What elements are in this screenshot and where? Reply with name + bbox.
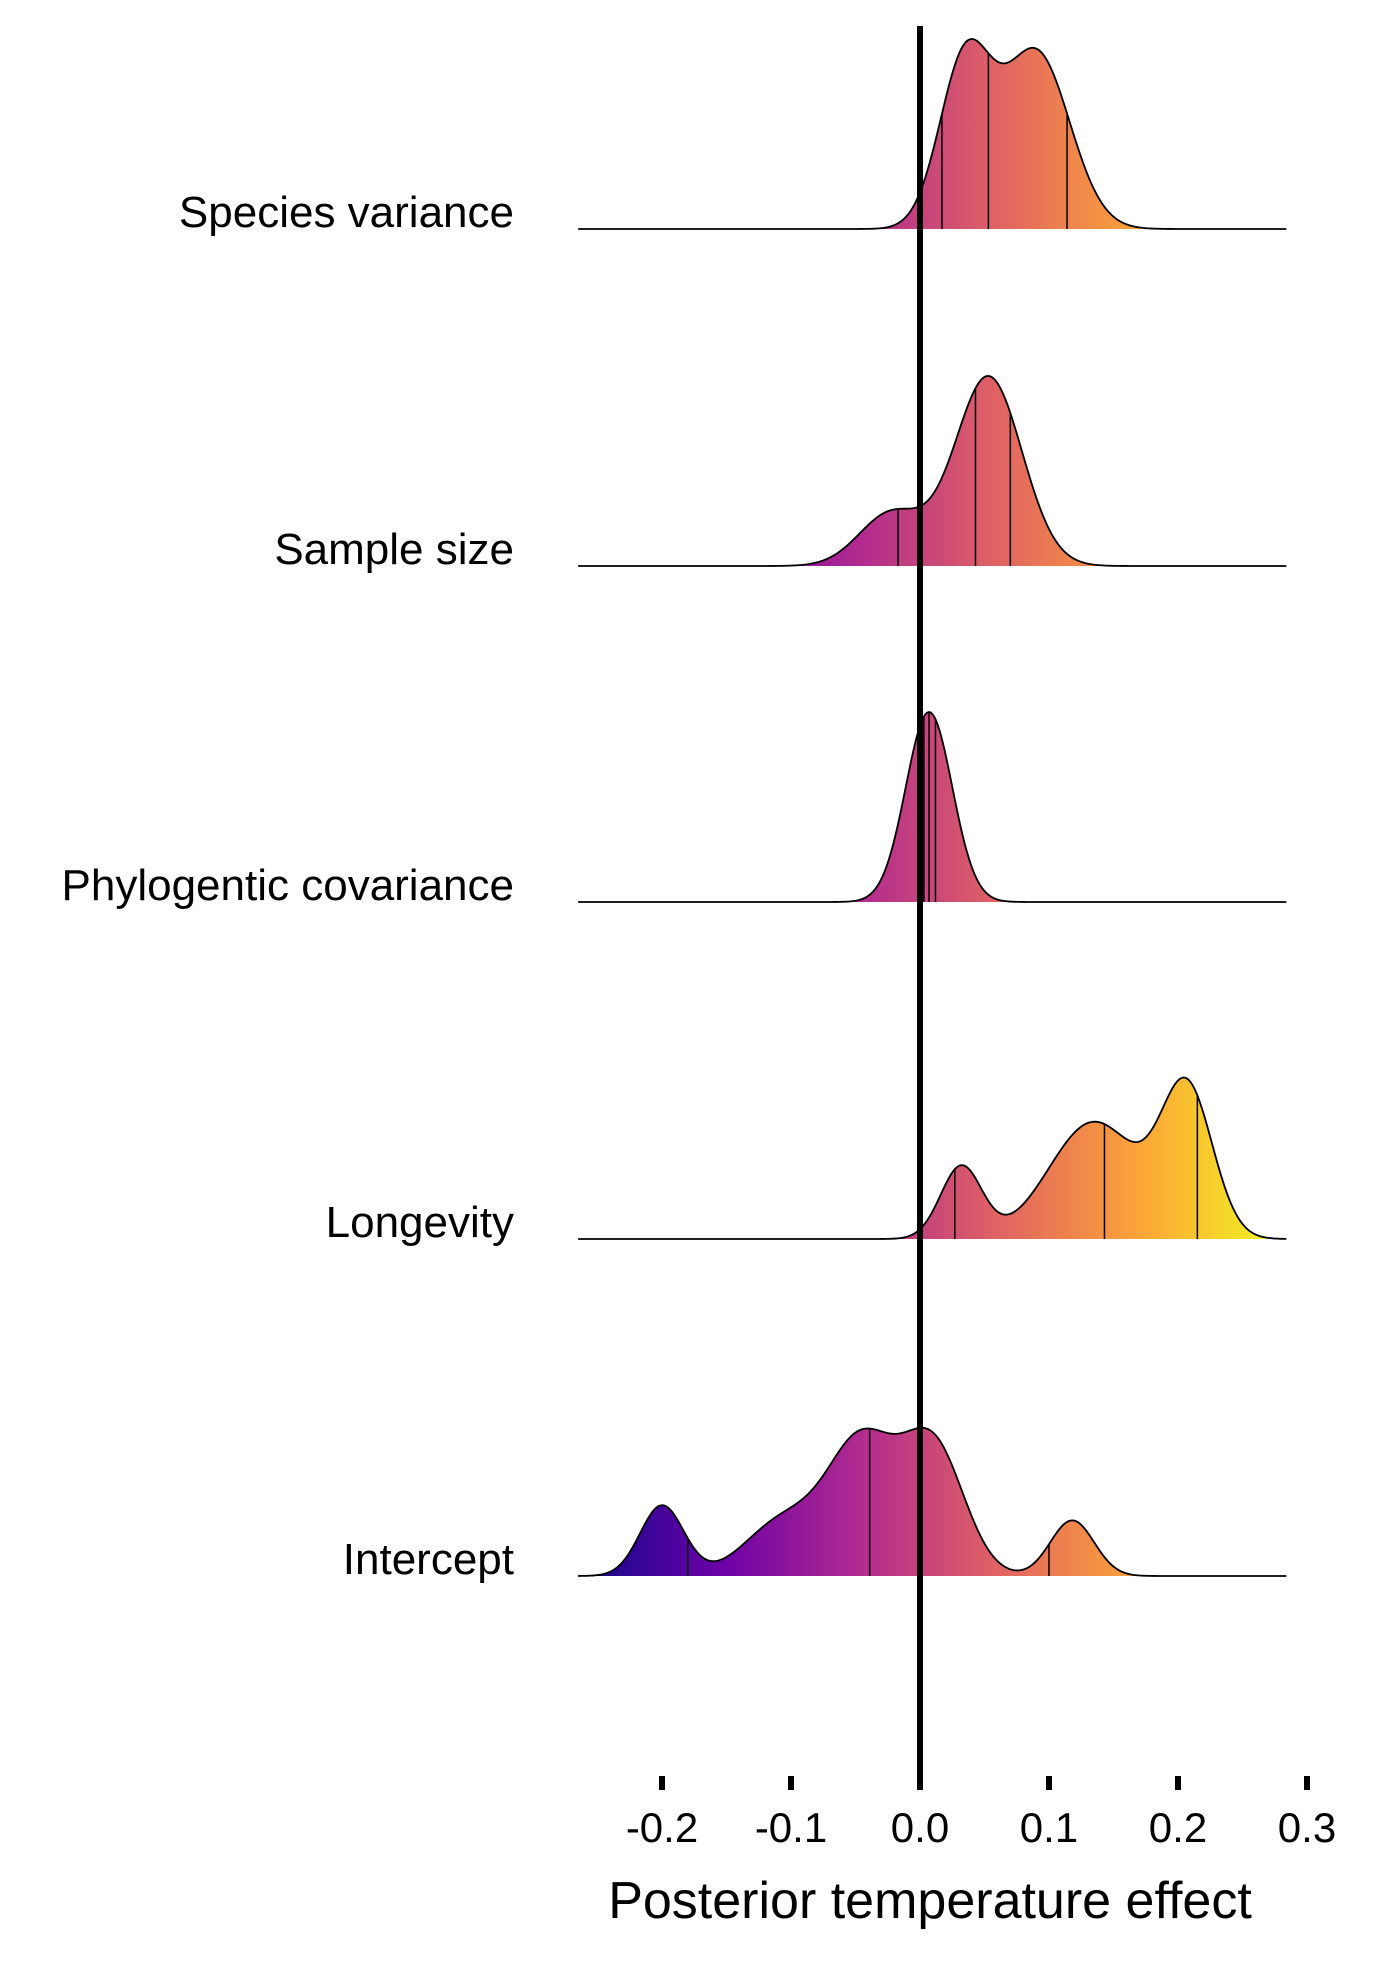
row-label-4: Intercept: [343, 1535, 514, 1584]
row-label-1: Sample size: [274, 525, 514, 574]
x-tick-label: 0.2: [1149, 1804, 1207, 1851]
row-label-3: Longevity: [326, 1198, 514, 1247]
x-tick-label: -0.2: [626, 1804, 698, 1851]
row-label-2: Phylogentic covariance: [62, 861, 514, 910]
x-tick-label: 0.3: [1278, 1804, 1336, 1851]
ridge-area: [578, 376, 1287, 566]
ridge-area: [578, 39, 1287, 229]
ridge-area: [578, 712, 1287, 902]
ridge-1: [578, 375, 1287, 567]
x-tick-label: 0.1: [1020, 1804, 1078, 1851]
ridge-outline: [578, 38, 1287, 230]
ridge-area: [578, 1427, 1287, 1576]
ridge-area: [578, 1077, 1287, 1239]
ridges-layer: [578, 38, 1287, 1577]
row-label-0: Species variance: [179, 188, 514, 237]
x-tick-label: -0.1: [755, 1804, 827, 1851]
row-labels: Species variance Sample size Phylogentic c…: [62, 188, 514, 1584]
ridge-4: [578, 1426, 1287, 1577]
x-axis: -0.2 -0.1 0.0 0.1 0.2 0.3: [626, 1776, 1336, 1851]
ridge-outline: [578, 1426, 1287, 1577]
x-tick-label: 0.0: [891, 1804, 949, 1851]
x-axis-title: Posterior temperature effect: [608, 1872, 1252, 1930]
ridge-2: [578, 711, 1287, 903]
ridge-3: [578, 1076, 1287, 1240]
ridge-outline: [578, 1076, 1287, 1240]
ridge-outline: [578, 711, 1287, 903]
ridge-outline: [578, 375, 1287, 567]
ridge-0: [578, 38, 1287, 230]
